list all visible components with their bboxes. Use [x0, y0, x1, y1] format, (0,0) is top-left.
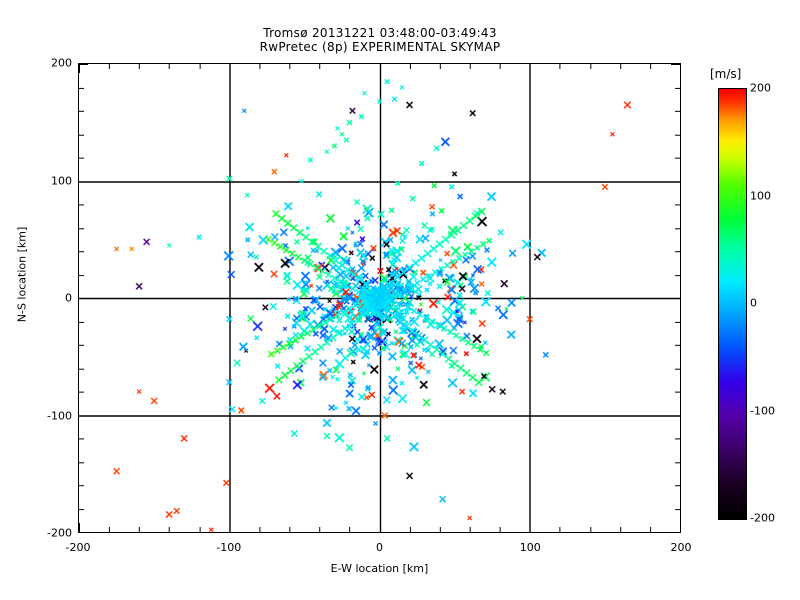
colorbar-tick-2: 0 — [750, 296, 757, 310]
colorbar — [718, 88, 747, 520]
title-line-1: Tromsø 20131221 03:48:00-03:49:43 — [263, 26, 497, 40]
y-axis-title: N-S location [km] — [15, 226, 29, 323]
y-tick-3: -100 — [47, 409, 72, 422]
y-tick-0: 200 — [51, 56, 72, 70]
x-axis-title: E-W location [km] — [330, 562, 429, 575]
x-tick-1: -100 — [216, 541, 242, 554]
colorbar-tick-4: -200 — [750, 511, 775, 525]
y-tick-2: 0 — [65, 291, 72, 305]
colorbar-tick-3: -100 — [750, 404, 775, 417]
scatter-canvas — [79, 64, 680, 532]
title-line-2: RwPretec (8p) EXPERIMENTAL SKYMAP — [259, 40, 501, 54]
colorbar-unit-label: [m/s] — [710, 67, 742, 81]
colorbar-gradient — [718, 88, 747, 520]
x-tick-3: 100 — [519, 541, 541, 554]
colorbar-tick-0: 200 — [750, 81, 771, 95]
y-tick-1: 100 — [51, 174, 72, 187]
x-tick-4: 200 — [670, 541, 692, 554]
colorbar-canvas — [719, 89, 746, 519]
x-tick-2: 0 — [376, 541, 383, 554]
y-tick-4: -200 — [47, 526, 72, 540]
figure-title: Tromsø 20131221 03:48:00-03:49:43 RwPret… — [0, 26, 760, 54]
colorbar-tick-1: 100 — [750, 189, 771, 202]
x-tick-0: -200 — [65, 541, 91, 554]
plot-area — [78, 63, 681, 533]
